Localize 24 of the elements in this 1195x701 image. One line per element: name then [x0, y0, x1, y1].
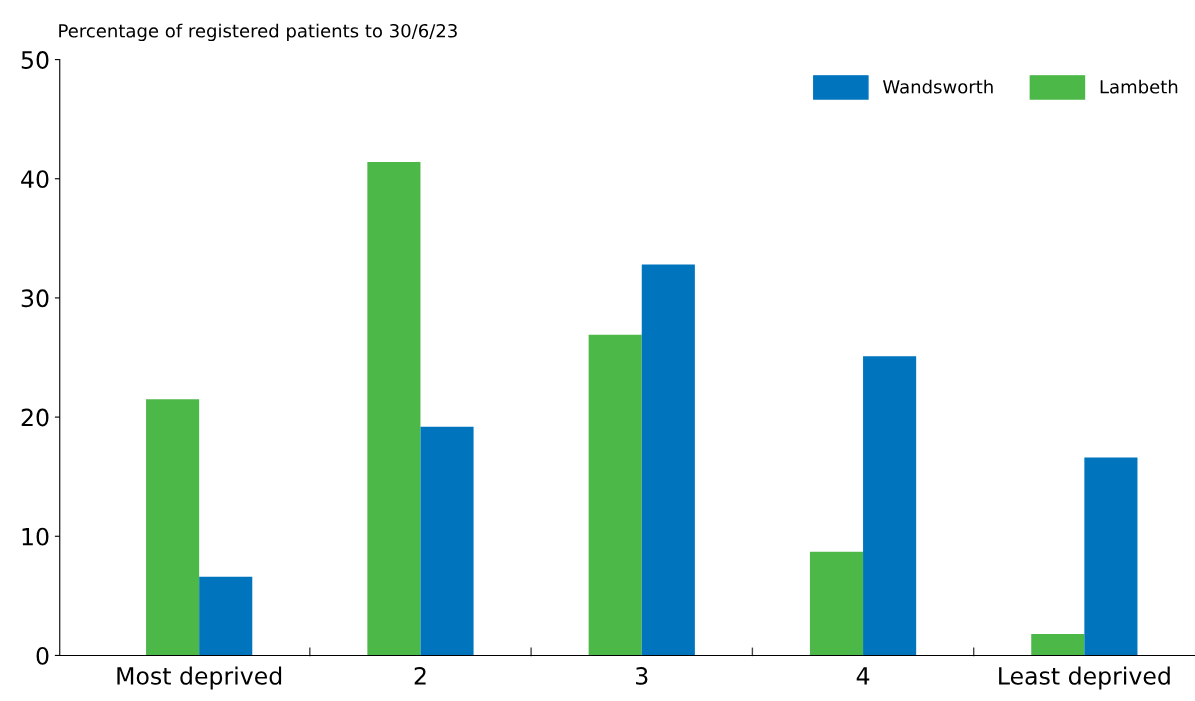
bar	[420, 426, 474, 656]
bar	[146, 399, 200, 656]
x-tick-label: 2	[414, 666, 426, 685]
y-tick-label: 30	[21, 289, 49, 308]
bar	[863, 356, 917, 656]
x-tick-label: Least deprived	[999, 666, 1170, 690]
bar	[199, 576, 253, 656]
bar	[641, 264, 695, 656]
y-tick-label: 40	[21, 170, 49, 189]
y-tick-label: 20	[21, 408, 49, 427]
legend-label: Wandsworth	[882, 79, 993, 94]
y-tick-label: 50	[21, 51, 49, 69]
x-tick-label: 4	[856, 667, 870, 685]
bar	[1031, 633, 1085, 656]
y-tick-label: 10	[22, 527, 49, 546]
bar	[588, 334, 642, 656]
legend-label: Lambeth	[1100, 79, 1178, 94]
x-tick-label: Most deprived	[117, 666, 282, 690]
y-tick-label: 0	[36, 646, 49, 665]
bar	[367, 162, 421, 656]
bar	[1084, 457, 1138, 656]
chart-title: Percentage of registered patients to 30/6/23	[59, 23, 457, 42]
bar	[809, 551, 864, 656]
x-tick-label: 3	[636, 666, 648, 685]
